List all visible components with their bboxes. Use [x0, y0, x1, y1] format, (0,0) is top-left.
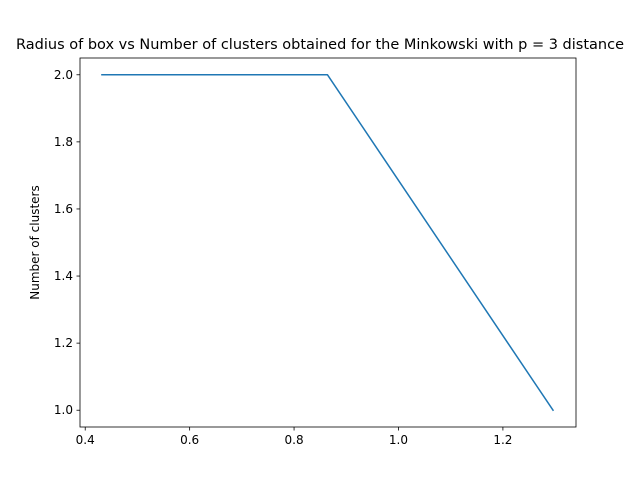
y-axis-label: Number of clusters [28, 185, 42, 299]
x-axis-ticks: 0.4 0.6 0.8 1.0 1.2 [76, 427, 512, 447]
y-tick-label: 1.4 [54, 269, 73, 283]
y-tick-label: 1.0 [54, 403, 73, 417]
chart-title: Radius of box vs Number of clusters obta… [16, 37, 624, 53]
y-tick-label: 1.2 [54, 336, 73, 350]
y-axis-ticks: 1.0 1.2 1.4 1.6 1.8 2.0 [54, 68, 80, 417]
y-tick-label: 1.6 [54, 202, 73, 216]
x-tick-label: 0.8 [285, 433, 304, 447]
x-tick-label: 0.4 [76, 433, 95, 447]
series-line [101, 74, 555, 412]
y-tick-label: 2.0 [54, 68, 73, 82]
series-layer [101, 74, 555, 412]
x-tick-label: 1.0 [389, 433, 408, 447]
y-tick-label: 1.8 [54, 135, 73, 149]
x-tick-label: 0.6 [180, 433, 199, 447]
x-tick-label: 1.2 [493, 433, 512, 447]
plot-area-frame [79, 57, 577, 428]
